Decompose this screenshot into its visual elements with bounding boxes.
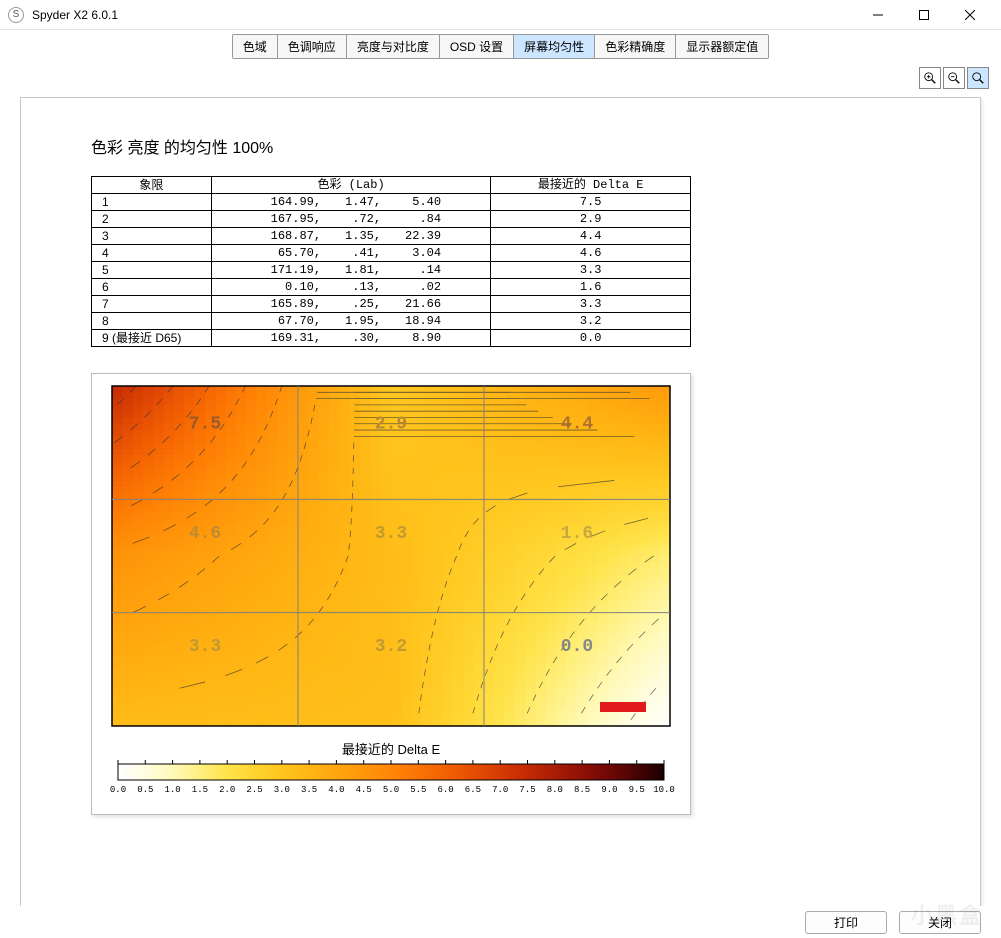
window-title: Spyder X2 6.0.1 [32,8,118,22]
close-button[interactable] [947,0,993,30]
svg-text:7.5: 7.5 [519,785,535,795]
svg-text:3.3: 3.3 [375,524,407,544]
svg-text:6.5: 6.5 [465,785,481,795]
svg-text:最接近的 Delta E: 最接近的 Delta E [342,742,441,757]
zoom-toolbar [0,61,1001,89]
zoom-out-button[interactable] [943,67,965,89]
tab-group: 色域色调响应亮度与对比度OSD 设置屏幕均匀性色彩精确度显示器额定值 [232,34,769,59]
svg-text:8.0: 8.0 [547,785,563,795]
table-row: 867.70,1.95,18.943.2 [92,313,691,330]
svg-text:10.0: 10.0 [653,785,675,795]
titlebar: S Spyder X2 6.0.1 [0,0,1001,30]
tab-1[interactable]: 色调响应 [278,35,347,58]
footer-bar: 打印 关闭 [0,906,1001,938]
svg-text:1.0: 1.0 [164,785,180,795]
tab-5[interactable]: 色彩精确度 [595,35,676,58]
svg-text:2.5: 2.5 [246,785,262,795]
svg-text:5.5: 5.5 [410,785,426,795]
tab-4[interactable]: 屏幕均匀性 [514,35,595,58]
svg-text:0.0: 0.0 [110,785,126,795]
maximize-button[interactable] [901,0,947,30]
zoom-fit-button[interactable] [967,67,989,89]
app-icon: S [8,7,24,23]
svg-text:0.5: 0.5 [137,785,153,795]
tabbar: 色域色调响应亮度与对比度OSD 设置屏幕均匀性色彩精确度显示器额定值 [0,30,1001,61]
tab-3[interactable]: OSD 设置 [440,35,514,58]
tab-0[interactable]: 色域 [233,35,278,58]
zoom-in-button[interactable] [919,67,941,89]
svg-text:9.5: 9.5 [629,785,645,795]
table-header-lab: 色彩 (Lab) [211,177,491,194]
chart-svg: 7.5 2.9 4.4 4.6 3.3 1.6 3.3 3.2 0.0 最接近的 Delta E 0… [92,374,690,814]
svg-text:2.0: 2.0 [219,785,235,795]
svg-text:0.0: 0.0 [561,637,593,657]
table-row: 7165.89,.25,21.663.3 [92,296,691,313]
table-row: 1164.99,1.47,5.407.5 [92,194,691,211]
tab-2[interactable]: 亮度与对比度 [347,35,440,58]
svg-text:1.6: 1.6 [561,524,593,544]
table-row: 9 (最接近 D65)169.31,.30,8.900.0 [92,330,691,347]
svg-text:4.6: 4.6 [189,524,221,544]
svg-text:7.5: 7.5 [189,415,221,435]
minimize-button[interactable] [855,0,901,30]
uniformity-table: 象限 色彩 (Lab) 最接近的 Delta E 1164.99,1.47,5.… [91,176,691,347]
svg-text:9.0: 9.0 [601,785,617,795]
table-header-deltae: 最接近的 Delta E [491,177,691,194]
table-row: 465.70,.41,3.044.6 [92,245,691,262]
svg-text:8.5: 8.5 [574,785,590,795]
tab-6[interactable]: 显示器额定值 [676,35,768,58]
svg-text:1.5: 1.5 [192,785,208,795]
svg-text:4.4: 4.4 [561,415,594,435]
svg-text:5.0: 5.0 [383,785,399,795]
svg-text:7.0: 7.0 [492,785,508,795]
svg-text:3.0: 3.0 [274,785,290,795]
svg-text:3.3: 3.3 [189,637,221,657]
watermark: 小黑盒 [911,898,983,930]
table-row: 5171.19,1.81,.143.3 [92,262,691,279]
print-button[interactable]: 打印 [805,911,887,934]
uniformity-chart: 7.5 2.9 4.4 4.6 3.3 1.6 3.3 3.2 0.0 最接近的 Delta E 0… [91,373,691,815]
svg-text:4.5: 4.5 [356,785,372,795]
table-row: 3168.87,1.35,22.394.4 [92,228,691,245]
table-row: 2167.95,.72,.842.9 [92,211,691,228]
svg-text:2.9: 2.9 [375,415,407,435]
table-header-quadrant: 象限 [92,177,212,194]
svg-text:6.0: 6.0 [437,785,453,795]
svg-text:3.5: 3.5 [301,785,317,795]
report-frame: 色彩 亮度 的均匀性 100% 象限 色彩 (Lab) 最接近的 Delta E… [20,97,981,917]
page-title: 色彩 亮度 的均匀性 100% [91,134,910,158]
svg-text:4.0: 4.0 [328,785,344,795]
table-row: 60.10,.13,.021.6 [92,279,691,296]
svg-text:3.2: 3.2 [375,637,407,657]
